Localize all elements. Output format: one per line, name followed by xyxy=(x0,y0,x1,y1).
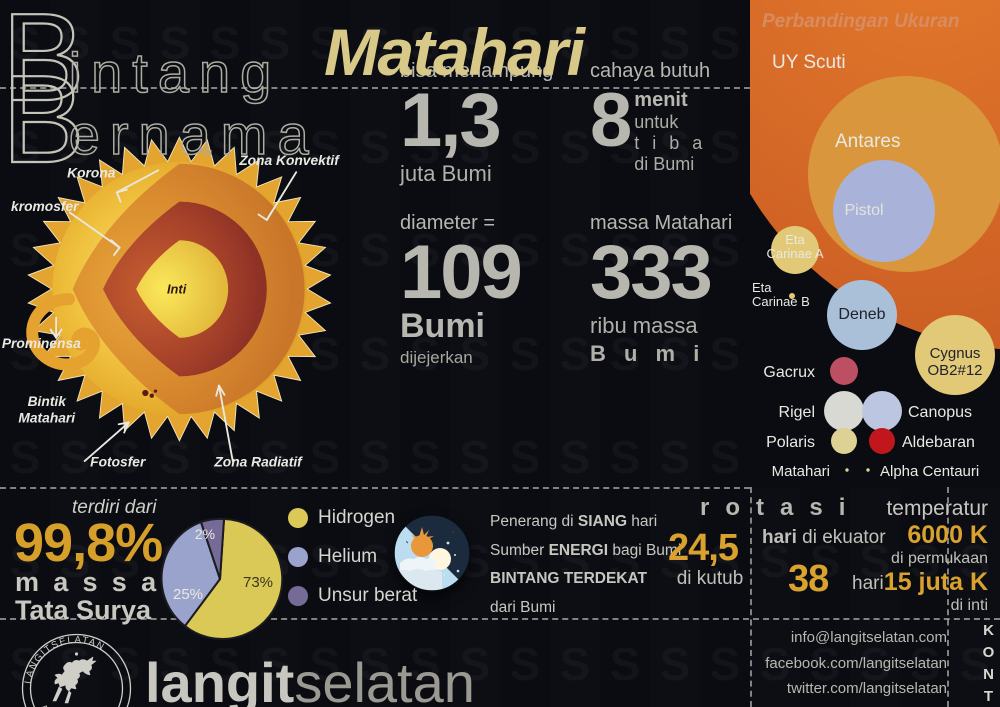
svg-text:Deneb: Deneb xyxy=(838,306,885,323)
svg-text:Gacrux: Gacrux xyxy=(763,364,815,381)
svg-text:Eta: Eta xyxy=(785,232,805,247)
svg-text:Prominensa: Prominensa xyxy=(2,336,81,351)
svg-text:Antares: Antares xyxy=(835,131,900,152)
svg-text:Pistol: Pistol xyxy=(844,202,883,219)
svg-text:Canopus: Canopus xyxy=(908,404,972,421)
svg-text:2%: 2% xyxy=(195,526,215,542)
svg-text:Bintik: Bintik xyxy=(28,394,68,409)
svg-text:OB2#12: OB2#12 xyxy=(927,362,982,379)
svg-text:Fotosfer: Fotosfer xyxy=(90,455,146,470)
svg-text:Carinae B: Carinae B xyxy=(752,294,810,309)
svg-text:Matahari: Matahari xyxy=(18,410,76,425)
svg-text:Carinae A: Carinae A xyxy=(766,246,823,261)
svg-text:Eta: Eta xyxy=(752,280,772,295)
svg-text:kromosfer: kromosfer xyxy=(11,199,79,214)
svg-text:73%: 73% xyxy=(243,574,273,591)
svg-text:Matahari: Matahari xyxy=(772,463,830,480)
svg-text:Rigel: Rigel xyxy=(779,404,815,421)
svg-text:Alpha Centauri: Alpha Centauri xyxy=(880,463,979,480)
svg-text:25%: 25% xyxy=(173,586,203,603)
svg-text:Aldebaran: Aldebaran xyxy=(902,434,975,451)
svg-text:Cygnus: Cygnus xyxy=(930,345,981,362)
svg-text:Polaris: Polaris xyxy=(766,434,815,451)
svg-text:Zona Radiatif: Zona Radiatif xyxy=(213,455,303,470)
